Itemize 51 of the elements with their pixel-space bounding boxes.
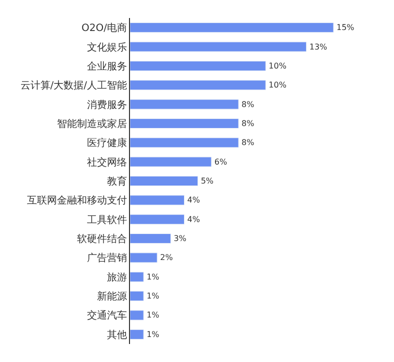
y-tick-label: 教育 [107,176,127,188]
y-tick-label: 其他 [107,328,127,341]
y-tick-label: 智能制造或家居 [57,118,127,130]
y-tick-label: 医疗健康 [87,137,127,150]
y-tick-label: 社交网络 [87,156,127,168]
y-tick-label: 工具软件 [87,214,127,226]
bar [130,42,307,52]
bar [130,233,171,244]
bar [130,80,266,90]
data-label: 1% [146,292,160,301]
bar [130,252,158,263]
y-tick-label: 文化娱乐 [87,41,127,54]
y-tick-label: 广告营销 [87,252,127,264]
data-label: 3% [174,234,187,244]
data-label: 6% [214,157,228,166]
y-tick-label: O2O/电商 [82,22,127,34]
data-label: 8% [242,138,255,148]
data-label: 8% [242,118,255,128]
data-label: 1% [146,310,160,320]
bar [130,99,239,110]
bar [130,118,239,129]
y-tick-label: 企业服务 [87,60,127,72]
data-label: 15% [336,23,355,32]
data-label: 2% [160,253,174,262]
y-tick-label: 云计算/大数据/人工智能 [20,80,127,92]
bar [130,329,144,340]
bar [130,156,212,167]
data-label: 4% [187,214,200,224]
y-tick-label: 交通汽车 [87,310,127,322]
data-label: 4% [187,196,200,205]
y-tick-label: 新能源 [97,290,127,303]
data-label: 10% [268,61,287,70]
bar [130,138,239,148]
data-label: 1% [146,272,160,282]
bar [130,272,144,282]
data-label: 13% [309,42,328,52]
y-tick-label: 旅游 [107,271,127,284]
bar [130,22,334,33]
data-label: 1% [146,330,160,339]
bar [130,60,266,71]
data-label: 8% [242,100,255,109]
y-tick-label: 消费服务 [87,98,127,111]
bar [130,195,185,206]
bar [130,291,144,302]
bar [130,310,144,320]
y-tick-label: 软硬件结合 [77,233,127,246]
data-label: 10% [268,80,287,90]
bar [130,176,198,186]
y-tick-label: 互联网金融和移动支付 [27,194,127,207]
data-label: 5% [200,176,214,186]
bar [130,214,185,224]
